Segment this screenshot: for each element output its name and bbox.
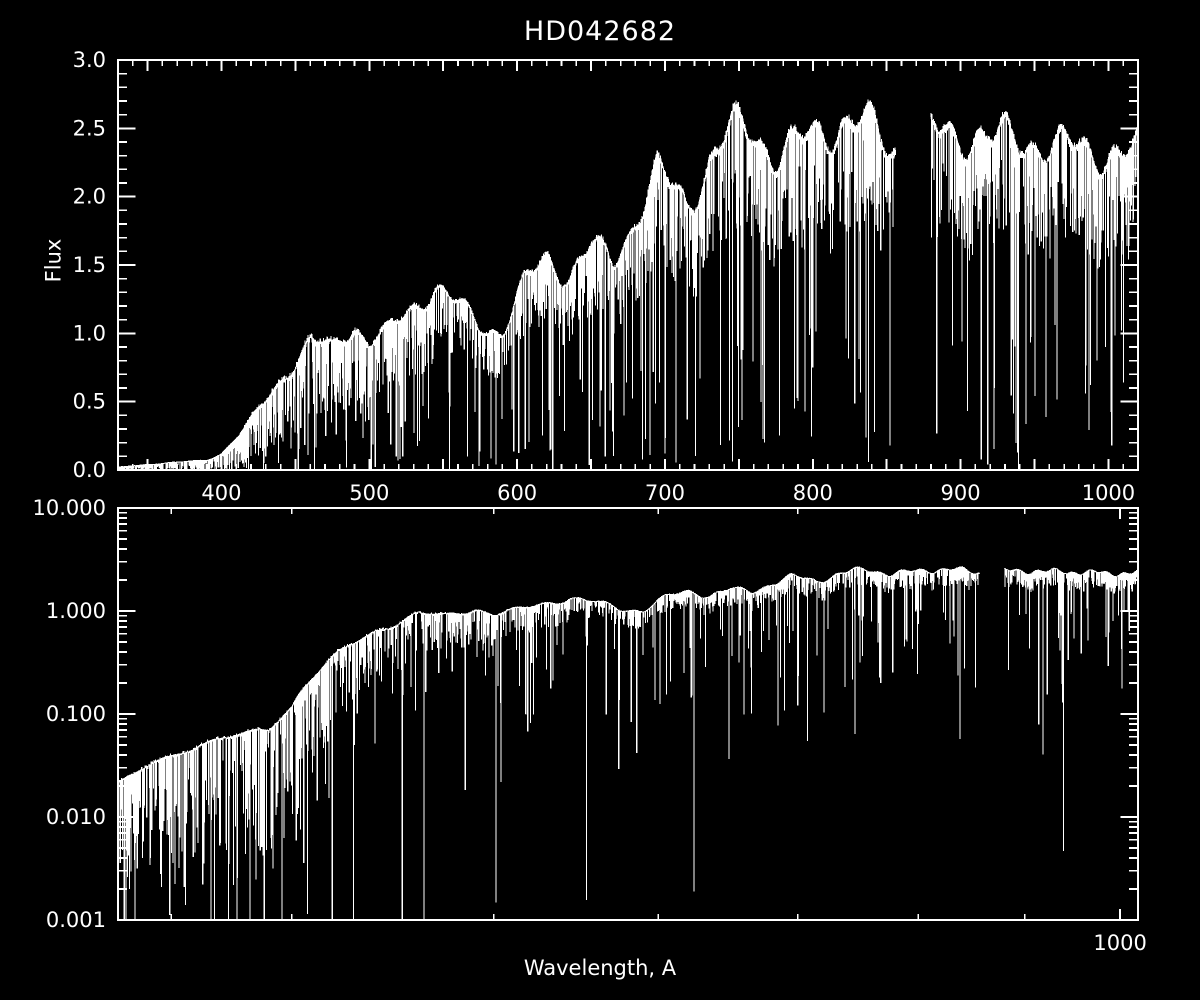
y-tick-label: 1.0 <box>73 321 106 345</box>
x-tick-label: 700 <box>645 481 685 505</box>
bottom-panel: 1000 0.001 0.010 0.100 1.000 10.000 <box>33 496 1147 955</box>
y-tick-label: 10.000 <box>33 496 106 520</box>
y-tick-label: 0.5 <box>73 390 106 414</box>
y-tick-label: 0.010 <box>46 805 106 829</box>
x-tick-label: 1000 <box>1093 931 1146 955</box>
y-tick-label: 1.5 <box>73 253 106 277</box>
spectrum-trace <box>119 566 1137 919</box>
y-tick-label: 0.0 <box>73 458 106 482</box>
y-tick-label: 1.000 <box>46 599 106 623</box>
x-tick-label: 1000 <box>1082 481 1135 505</box>
x-tick-label: 600 <box>497 481 537 505</box>
top-panel: 400 500 600 700 800 900 1000 0.0 0.5 1.0 1.5 2.0 2.5… <box>73 48 1139 505</box>
page-title: HD042682 <box>523 16 677 47</box>
x-tick-label: 900 <box>941 481 981 505</box>
spectrum-path <box>119 566 1137 919</box>
y-tick-label: 2.5 <box>73 116 106 140</box>
y-tick-label: 0.100 <box>46 702 106 726</box>
y-tick-label: 0.001 <box>46 908 106 932</box>
x-axis-label-bottom: Wavelength, A <box>523 956 677 980</box>
x-tick-label: 800 <box>793 481 833 505</box>
spectrum-path <box>119 99 1137 469</box>
spectrum-trace <box>119 99 1137 469</box>
x-tick-label: 400 <box>201 481 241 505</box>
y-tick-label: 2.0 <box>73 185 106 209</box>
x-tick-label: 500 <box>349 481 389 505</box>
axes-frame <box>117 507 1139 921</box>
y-tick-label: 3.0 <box>73 48 106 72</box>
